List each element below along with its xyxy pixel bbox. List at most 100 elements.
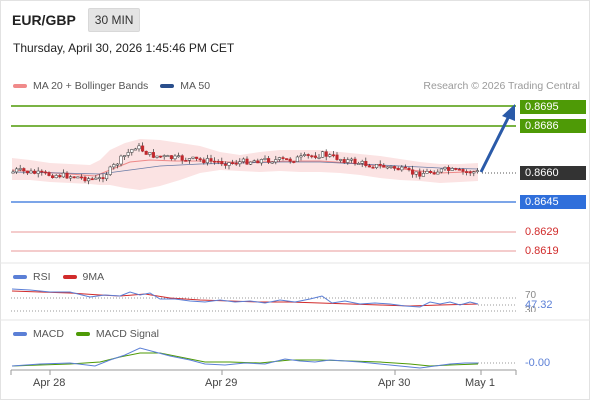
- candle-body-63: [238, 161, 242, 165]
- ma20-swatch: [13, 84, 27, 88]
- candlestick-series: [11, 142, 479, 185]
- candle-body-4: [25, 170, 29, 174]
- candle-body-76: [285, 158, 289, 160]
- candle-body-11: [51, 175, 55, 179]
- candle-body-99: [367, 165, 371, 168]
- candle-body-28: [112, 164, 116, 168]
- candle-body-36: [141, 145, 145, 152]
- candle-body-85: [317, 156, 321, 159]
- bollinger-band: [12, 139, 478, 190]
- macd-signal-line: [11, 352, 479, 367]
- level-label-0.8695: 0.8695: [520, 100, 586, 114]
- legend-label-rsi: RSI: [33, 271, 51, 283]
- candle-body-104: [385, 166, 389, 169]
- projection-arrow-head: [502, 104, 515, 121]
- x-label-apr30: Apr 30: [378, 377, 411, 389]
- rsi-ma-swatch: [62, 275, 77, 279]
- candle-body-112: [414, 171, 418, 175]
- legend-item-macd-signal: MACD Signal: [75, 328, 159, 340]
- projection-arrow-line: [479, 115, 511, 173]
- candle-body-31: [123, 155, 127, 157]
- candle-body-53: [202, 159, 206, 164]
- macd-current-value: -0.00: [525, 357, 551, 369]
- candle-body-29: [115, 163, 119, 166]
- candle-body-14: [61, 172, 65, 178]
- candle-body-42: [162, 155, 166, 157]
- candle-body-58: [220, 161, 224, 165]
- candle-body-119: [439, 168, 443, 173]
- candle-body-123: [454, 168, 458, 170]
- candle-body-35: [137, 145, 141, 150]
- macd-swatch: [13, 332, 27, 336]
- candle-body-62: [234, 162, 238, 165]
- symbol-title: EUR/GBP: [12, 12, 76, 28]
- candle-body-69: [259, 159, 263, 164]
- candle-body-23: [94, 177, 98, 180]
- timeframe-button[interactable]: 30 MIN: [87, 8, 141, 32]
- candle-body-84: [313, 155, 317, 158]
- rsi-legend: RSI 9MA: [13, 271, 116, 283]
- candle-body-108: [400, 166, 404, 171]
- candle-body-10: [47, 172, 51, 176]
- candle-body-7: [36, 170, 40, 174]
- candle-body-97: [360, 161, 364, 164]
- candle-body-17: [72, 176, 76, 179]
- level-label-0.8660: 0.8660: [520, 166, 586, 180]
- candle-body-44: [169, 155, 173, 160]
- level-label-0.8629: 0.8629: [525, 226, 559, 238]
- candle-body-24: [97, 177, 101, 179]
- candle-body-122: [450, 168, 454, 171]
- candle-body-33: [130, 149, 134, 153]
- candle-body-125: [461, 169, 465, 172]
- candle-body-109: [403, 166, 407, 169]
- legend-item-ma20: MA 20 + Bollinger Bands: [13, 80, 148, 92]
- candle-body-3: [22, 168, 26, 172]
- credit-text: Research © 2026 Trading Central: [423, 80, 580, 92]
- candle-body-89: [331, 154, 335, 157]
- candle-body-117: [432, 172, 436, 175]
- candle-body-107: [396, 168, 400, 171]
- ma50-swatch: [160, 84, 175, 88]
- candle-body-100: [371, 166, 375, 169]
- rsi-swatch: [13, 275, 27, 279]
- candle-body-110: [407, 167, 411, 170]
- x-label-may1: May 1: [465, 377, 495, 389]
- candle-body-48: [184, 159, 188, 162]
- candle-body-61: [231, 162, 235, 164]
- chart-header: EUR/GBP 30 MIN: [12, 8, 141, 32]
- candle-body-71: [267, 158, 271, 163]
- candle-body-118: [436, 171, 440, 175]
- candle-body-60: [227, 162, 231, 166]
- candle-body-83: [310, 155, 314, 158]
- candle-body-0: [11, 171, 15, 174]
- candle-body-45: [173, 155, 177, 160]
- candle-body-20: [83, 176, 87, 182]
- candle-body-116: [429, 171, 433, 173]
- rsi-current-value: 47.32: [525, 299, 553, 311]
- rsi-level-70: 70: [525, 290, 537, 301]
- candle-body-105: [389, 166, 393, 168]
- candle-body-66: [249, 161, 253, 165]
- candle-body-87: [324, 151, 328, 157]
- candle-body-27: [108, 166, 112, 175]
- candle-body-92: [342, 159, 346, 163]
- candle-body-47: [180, 155, 184, 161]
- candle-body-37: [144, 150, 148, 155]
- candle-body-129: [475, 170, 479, 173]
- candle-body-78: [292, 161, 296, 163]
- candle-body-19: [79, 176, 83, 179]
- legend-item-ma50: MA 50: [160, 80, 210, 92]
- candle-body-54: [205, 158, 209, 164]
- candle-body-101: [375, 164, 379, 168]
- ma20-line: [11, 159, 479, 177]
- candle-body-15: [65, 172, 69, 179]
- candle-body-6: [33, 170, 37, 174]
- candle-body-111: [411, 169, 415, 175]
- candle-body-30: [119, 155, 123, 165]
- candle-body-2: [18, 168, 22, 170]
- candle-body-113: [418, 171, 422, 177]
- candle-body-94: [349, 158, 353, 161]
- candle-body-34: [133, 148, 137, 151]
- candle-body-50: [191, 156, 195, 159]
